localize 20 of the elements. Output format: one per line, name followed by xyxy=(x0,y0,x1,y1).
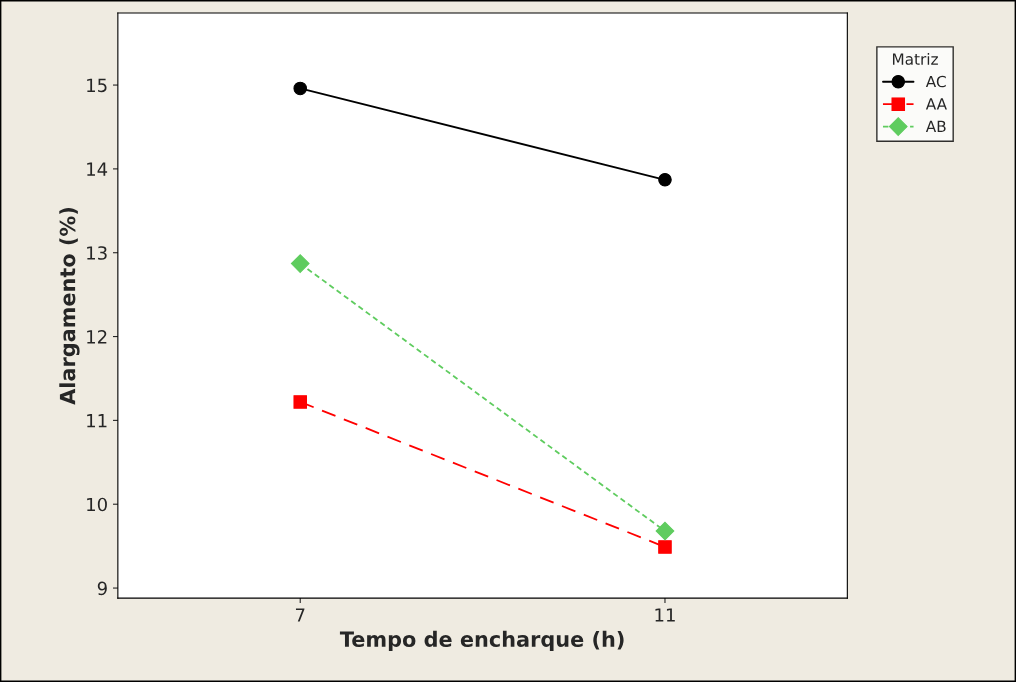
y-tick-label: 12 xyxy=(87,330,107,344)
y-axis-title: Alargamento (%) xyxy=(59,207,80,405)
legend-label: AA xyxy=(925,98,947,110)
legend-title: Matriz xyxy=(892,53,938,65)
point xyxy=(290,254,310,273)
y-tick-label: 15 xyxy=(87,78,107,93)
point xyxy=(658,540,672,554)
legend-label: AC xyxy=(925,75,946,88)
y-tick-label: 9 xyxy=(97,581,107,596)
y-tick-label: 11 xyxy=(87,414,107,428)
point xyxy=(655,521,675,541)
x-axis-title: Tempo de encharque (h) xyxy=(339,630,624,652)
y-tick-label: 14 xyxy=(87,162,108,176)
point xyxy=(293,395,307,409)
x-tick-label: 7 xyxy=(295,608,305,622)
point xyxy=(658,173,672,187)
y-tick-label: 10 xyxy=(87,497,107,512)
legend-label: AB xyxy=(925,120,946,132)
y-tick-label: 13 xyxy=(87,246,107,260)
point xyxy=(293,81,307,96)
